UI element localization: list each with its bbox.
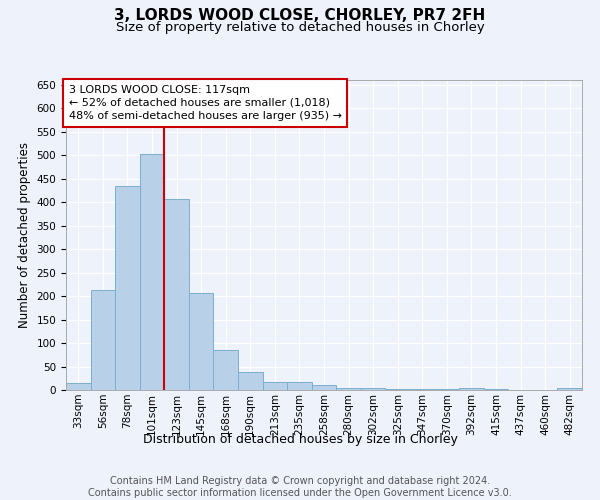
Bar bbox=[434, 388, 459, 390]
Text: 3, LORDS WOOD CLOSE, CHORLEY, PR7 2FH: 3, LORDS WOOD CLOSE, CHORLEY, PR7 2FH bbox=[115, 8, 485, 22]
Bar bbox=[312, 386, 336, 390]
Bar bbox=[140, 154, 164, 390]
Bar bbox=[484, 388, 508, 390]
Bar bbox=[336, 388, 361, 390]
Y-axis label: Number of detached properties: Number of detached properties bbox=[18, 142, 31, 328]
Bar bbox=[459, 388, 484, 390]
Bar bbox=[189, 293, 214, 390]
Bar bbox=[91, 290, 115, 390]
Bar bbox=[385, 388, 410, 390]
Text: Contains HM Land Registry data © Crown copyright and database right 2024.
Contai: Contains HM Land Registry data © Crown c… bbox=[88, 476, 512, 498]
Bar bbox=[361, 388, 385, 390]
Bar bbox=[115, 186, 140, 390]
Bar bbox=[214, 350, 238, 390]
Text: 3 LORDS WOOD CLOSE: 117sqm
← 52% of detached houses are smaller (1,018)
48% of s: 3 LORDS WOOD CLOSE: 117sqm ← 52% of deta… bbox=[68, 84, 341, 121]
Bar bbox=[410, 388, 434, 390]
Text: Size of property relative to detached houses in Chorley: Size of property relative to detached ho… bbox=[116, 21, 484, 34]
Bar bbox=[238, 372, 263, 390]
Bar bbox=[164, 199, 189, 390]
Bar bbox=[263, 382, 287, 390]
Bar bbox=[557, 388, 582, 390]
Bar bbox=[287, 382, 312, 390]
Bar bbox=[66, 383, 91, 390]
Text: Distribution of detached houses by size in Chorley: Distribution of detached houses by size … bbox=[143, 432, 457, 446]
